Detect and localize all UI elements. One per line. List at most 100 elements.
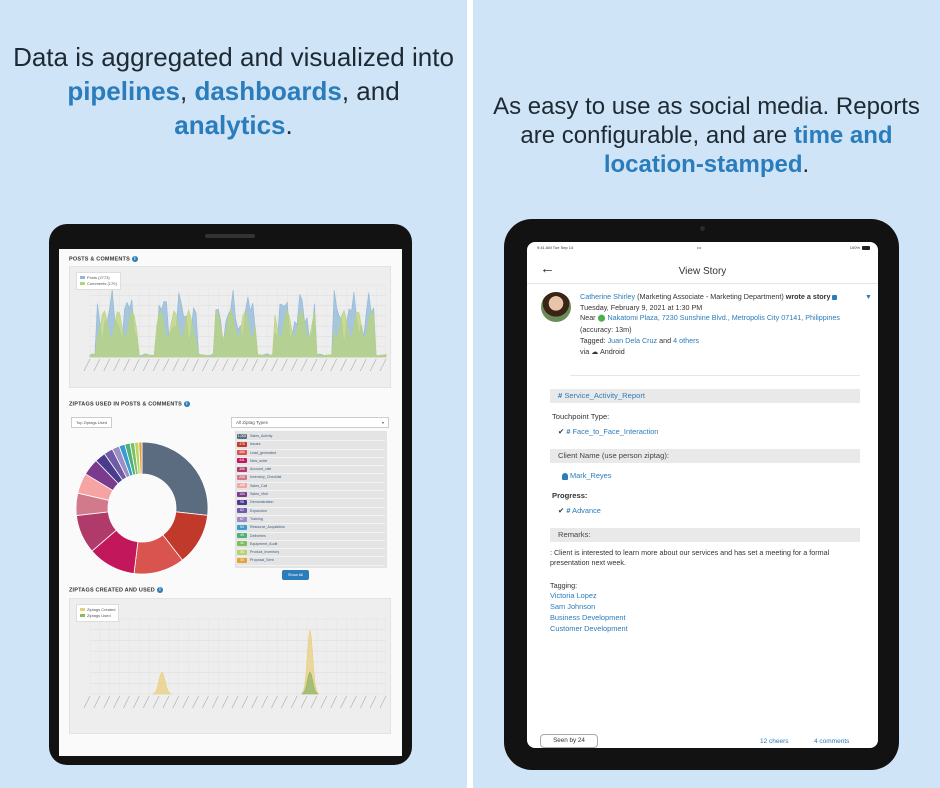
tagging-link[interactable]: Customer Development	[550, 624, 628, 633]
ziptag-row[interactable]: 188 Sales_Call	[237, 483, 385, 492]
tagged-and: and	[657, 335, 674, 345]
tagged-others-link[interactable]: 4 others	[673, 335, 700, 345]
x-tick-label	[133, 695, 140, 709]
ziptags-used-panel: Top Ziptags Used All Ziptag Types ▾ 1,005…	[69, 414, 391, 579]
ziptag-row[interactable]: 1,005 Sales_Activity	[237, 433, 385, 442]
ziptag-row[interactable]: 154 Sales_Visit	[237, 491, 385, 500]
hashtag-icon: #	[566, 427, 571, 436]
ziptag-label: Account_visit	[250, 467, 272, 472]
ziptag-count-badge: 478	[237, 441, 247, 447]
tagging-link[interactable]: Sam Johnson	[550, 602, 596, 611]
client-value[interactable]: Mark_Reyes	[550, 471, 860, 480]
x-tick-label	[379, 358, 387, 372]
x-tick-label	[211, 358, 219, 372]
tablet-camera-bar	[205, 234, 255, 238]
x-tick-label	[182, 695, 189, 709]
legend-item-comments[interactable]: Comments (170)	[80, 281, 117, 287]
x-tick-label	[320, 358, 328, 372]
x-tick-label	[221, 695, 229, 709]
view-select[interactable]: Top Ziptags Used	[71, 417, 113, 428]
ziptag-row[interactable]: 83 Expansion	[237, 508, 385, 516]
remarks-text: : Client is interested to learn more abo…	[550, 548, 830, 567]
legend-item-created[interactable]: Ziptags Created	[80, 607, 115, 613]
x-tick-label	[330, 358, 337, 372]
legend-item-used[interactable]: Ziptags Used	[80, 613, 115, 619]
x-tick-label	[271, 695, 278, 709]
ziptag-count-badge: 38	[237, 549, 247, 555]
headline-text: Data is aggregated and visualized into	[13, 42, 454, 72]
check-icon: ✔	[558, 427, 565, 436]
ziptag-count-badge: 466	[237, 450, 247, 456]
ziptag-row[interactable]: 49 Deliveries	[237, 533, 385, 541]
ziptag-count-badge: 67	[237, 516, 247, 522]
created-legend: Ziptags Created Ziptags Used	[76, 604, 120, 622]
ziptag-row[interactable]: 54 Resource_Acquisition	[237, 524, 385, 533]
ziptag-row[interactable]: 38 Product_Inventory	[237, 549, 385, 558]
touchpoint-value[interactable]: ✔ # Face_to_Face_Interaction	[550, 427, 860, 436]
comments-link[interactable]: 4 comments	[814, 738, 850, 745]
location-link[interactable]: Nakatomi Plaza, 7230 Sunshine Blvd., Met…	[607, 313, 840, 323]
headline-highlight-analytics: analytics	[174, 110, 286, 140]
accuracy-text: (accuracy: 13m)	[580, 325, 632, 335]
legend-swatch	[80, 276, 85, 280]
nav-bar: ← View Story	[527, 256, 878, 284]
legend-swatch	[80, 608, 85, 612]
legend-label: Ziptags Used	[87, 613, 111, 618]
ziptag-label: Equipment_Audit	[250, 541, 278, 546]
posts-comments-title: POSTS & COMMENTS i	[69, 256, 138, 262]
x-tick-label	[152, 358, 160, 372]
tagging-link[interactable]: Business Development	[550, 613, 626, 622]
info-icon[interactable]: i	[183, 401, 190, 407]
progress-value[interactable]: ✔ # Advance	[550, 506, 860, 515]
posts-comments-chart: Posts (2773) Comments (170)	[69, 266, 391, 388]
ziptag-count-badge: 83	[237, 508, 247, 514]
ziptag-row[interactable]: 356 Account_visit	[237, 466, 385, 475]
author-link[interactable]: Catherine Shirley	[580, 292, 636, 301]
ziptag-label: Sales_Call	[250, 483, 268, 488]
x-tick-label	[290, 358, 298, 372]
ziptag-row[interactable]: 205 Inventory_Checklist	[237, 474, 385, 483]
ziptags-created-title: ZIPTAGS CREATED AND USED i	[69, 587, 163, 593]
wrote-text: wrote a story	[785, 292, 831, 301]
ziptag-count-badge: 441	[237, 458, 247, 464]
headline-text: .	[802, 151, 810, 178]
legend-item-posts[interactable]: Posts (2773)	[80, 275, 117, 281]
ziptag-row[interactable]: 41 Equipment_Audit	[237, 541, 385, 550]
comments-area	[89, 309, 387, 358]
back-arrow-icon[interactable]: ←	[540, 260, 555, 277]
ziptag-row[interactable]: 478 Issues	[237, 441, 385, 450]
ziptag-row[interactable]: 30 Proposal_Sent	[237, 557, 385, 566]
ziptag-label: Deliveries	[250, 533, 266, 538]
progress-value-text: Advance	[572, 506, 601, 515]
show-all-button[interactable]: Show All	[282, 570, 309, 580]
ziptags-donut-chart	[75, 441, 209, 575]
info-icon[interactable]: i	[131, 256, 138, 262]
story-menu-caret-icon[interactable]: ▼	[865, 294, 872, 301]
tagged-person-link[interactable]: Juan Dela Cruz	[607, 335, 658, 345]
cheers-link[interactable]: 12 cheers	[760, 738, 789, 745]
hashtag-icon: #	[558, 391, 563, 400]
ziptag-count-badge: 41	[237, 541, 247, 547]
ziptag-row[interactable]: 67 Training	[237, 516, 385, 525]
x-tick-label	[113, 695, 120, 709]
ziptag-type-select[interactable]: All Ziptag Types ▾	[231, 417, 389, 428]
donut-slice	[141, 441, 209, 516]
x-tick-label	[93, 358, 101, 372]
ziptag-label: Proposal_Sent	[250, 558, 274, 563]
report-ziptag[interactable]: # Service_Activity_Report	[550, 389, 860, 403]
seen-by-button[interactable]: Seen by 24	[540, 734, 598, 748]
ziptag-row[interactable]: 98 Demonstration	[237, 499, 385, 508]
x-tick-label	[330, 695, 337, 709]
ziptag-row[interactable]: 466 Lead_generated	[237, 450, 385, 458]
ziptag-label: Issues	[250, 442, 261, 447]
x-tick-label	[359, 358, 367, 372]
avatar[interactable]	[541, 292, 571, 322]
headline-highlight-dashboards: dashboards	[194, 76, 342, 106]
tagging-link[interactable]: Victoria Lopez	[550, 591, 597, 600]
x-tick-label	[103, 358, 111, 372]
legend-label: Comments (170)	[87, 281, 117, 286]
created-area	[152, 671, 172, 695]
ziptag-row[interactable]: 441 New_order	[237, 458, 385, 467]
info-icon[interactable]: i	[156, 587, 163, 593]
touchpoint-label: Touchpoint Type:	[552, 412, 610, 421]
